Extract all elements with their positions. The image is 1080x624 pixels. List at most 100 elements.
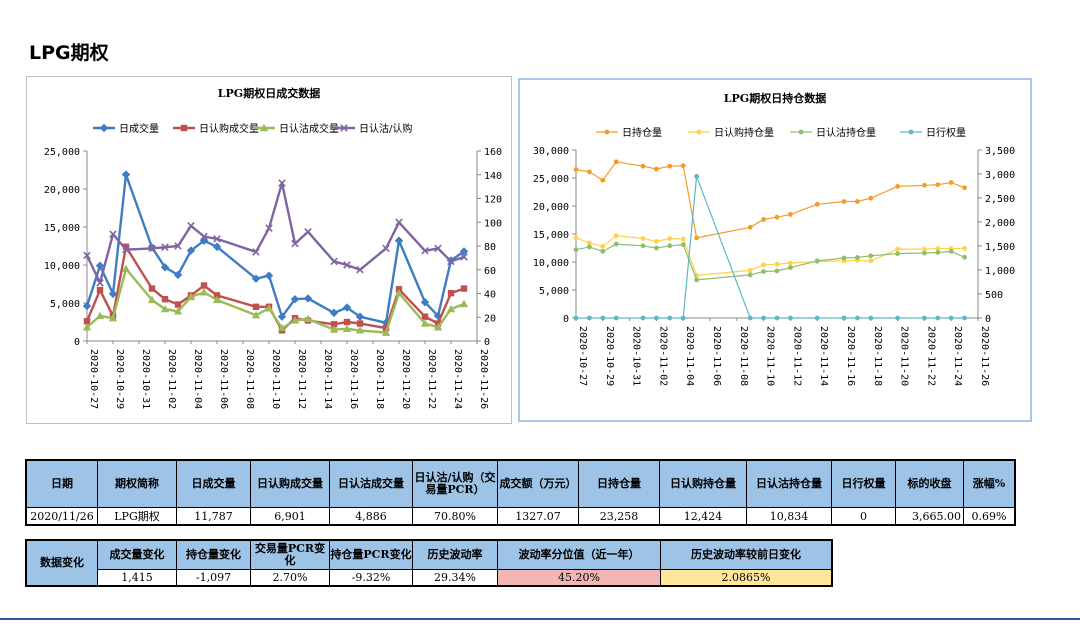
- header-volume-pcr: 日认沽/认购（交易量PCR）: [412, 459, 498, 508]
- data-point: [251, 310, 261, 319]
- daily-open-interest-chart-panel: LPG期权日持仓数据 0 5,000 10,000 15,000 20,000 25,000…: [518, 78, 1032, 422]
- data-point: [788, 265, 793, 270]
- data-point: [814, 201, 820, 207]
- data-point: [667, 236, 673, 241]
- data-point: [587, 244, 592, 250]
- y-right-tick-label: 160: [484, 147, 502, 158]
- x-tick-label: 2020-11-24: [452, 349, 463, 409]
- bottom-divider: [0, 618, 1080, 620]
- data-point: [446, 304, 456, 313]
- data-point: [447, 257, 455, 266]
- data-point: [747, 268, 753, 273]
- data-point: [640, 243, 646, 249]
- data-point: [774, 268, 780, 274]
- data-point: [922, 182, 927, 188]
- cell-underlying-close: 3,665.00: [895, 507, 964, 526]
- header-hist-vol-change: 历史波动率较前日变化: [660, 539, 833, 570]
- data-point: [459, 299, 469, 308]
- data-point: [774, 214, 780, 220]
- data-point: [613, 315, 619, 321]
- data-point: [108, 314, 118, 322]
- data-point: [174, 242, 182, 250]
- data-point: [600, 243, 606, 249]
- data-point: [121, 264, 131, 272]
- header-volume-pcr-change: 交易量PCR变化: [250, 539, 330, 570]
- data-point: [252, 303, 260, 310]
- x-tick-label: 2020-10-27: [88, 349, 99, 409]
- data-point: [573, 247, 579, 253]
- y-left-tick-label: 15,000: [44, 223, 80, 234]
- y-left-tick-label: 10,000: [44, 261, 80, 272]
- x-tick-label: 2020-11-12: [791, 326, 802, 386]
- y-right-tick-label: 100: [484, 218, 502, 229]
- series-line-3: [575, 243, 965, 281]
- data-point: [962, 246, 967, 251]
- data-point: [935, 315, 941, 321]
- cell-volume-change: 1,415: [97, 569, 177, 587]
- data-point: [95, 261, 105, 270]
- data-point: [841, 199, 847, 204]
- header-put-oi: 日认沽持仓量: [746, 459, 832, 508]
- data-point: [447, 289, 455, 297]
- data-point: [343, 261, 351, 269]
- legend-label: 日成交量: [119, 122, 159, 135]
- legend-marker: [340, 124, 348, 132]
- legend-marker: [259, 123, 269, 132]
- data-point: [640, 236, 646, 241]
- daily-summary-table: 日期 期权简称 日成交量 日认购成交量 日认沽成交量 日认沽/认购（交易量PCR…: [25, 459, 1016, 526]
- data-point: [962, 254, 967, 260]
- data-point: [774, 261, 780, 267]
- daily-volume-chart-panel: LPG期权日成交数据 0 5,000 10,000 15,000 20,000 25,000…: [26, 76, 512, 424]
- data-point: [200, 282, 208, 289]
- data-point: [680, 315, 686, 321]
- data-point: [788, 315, 793, 321]
- data-point: [355, 326, 365, 334]
- chart-title: LPG期权日持仓数据: [724, 91, 826, 105]
- data-point: [199, 288, 209, 296]
- header-turnover: 成交额（万元）: [497, 459, 579, 508]
- x-tick-label: 2020-11-10: [270, 349, 281, 409]
- y-right-tick-label: 0: [484, 337, 490, 348]
- data-point: [252, 248, 260, 256]
- x-tick-label: 2020-11-16: [845, 326, 856, 386]
- y-right-tick-label: 40: [484, 290, 496, 301]
- cell-turnover: 1327.07: [497, 507, 579, 526]
- data-point: [122, 245, 130, 254]
- data-point: [303, 314, 313, 323]
- data-point: [694, 174, 699, 179]
- data-point: [841, 315, 847, 321]
- data-point: [761, 269, 766, 274]
- header-date: 日期: [25, 459, 98, 508]
- y-left-tick-label: 20,000: [533, 202, 569, 213]
- table-row: 2020/11/26 LPG期权 11,787 6,901 4,886 70.8…: [25, 507, 1016, 526]
- y-right-tick-label: 1,500: [985, 242, 1015, 253]
- cell-daily-volume: 11,787: [176, 507, 251, 526]
- x-tick-label: 2020-11-16: [348, 349, 359, 409]
- data-point: [587, 315, 592, 321]
- cell-date: 2020/11/26: [25, 507, 98, 526]
- x-tick-label: 2020-10-29: [114, 349, 125, 409]
- cell-open-interest: 23,258: [578, 507, 660, 526]
- y-right-tick-label: 60: [484, 266, 496, 277]
- cell-hist-vol-change: 2.0865%: [660, 569, 833, 587]
- data-point: [212, 295, 222, 304]
- data-point: [573, 315, 579, 321]
- header-hist-vol: 历史波动率: [412, 539, 498, 570]
- legend-label: 日认沽成交量: [279, 122, 339, 135]
- legend-marker: [604, 129, 610, 135]
- data-point: [434, 244, 442, 253]
- cell-oi-change: -1,097: [176, 569, 251, 587]
- data-point: [278, 179, 286, 187]
- data-point: [613, 159, 619, 165]
- x-tick-label: 2020-10-31: [140, 349, 151, 409]
- cell-call-oi: 12,424: [659, 507, 747, 526]
- data-point: [855, 199, 860, 204]
- x-tick-label: 2020-11-26: [979, 326, 990, 386]
- data-point: [667, 243, 673, 249]
- daily-volume-chart: LPG期权日成交数据 0 5,000 10,000 15,000 20,000 25,000…: [44, 86, 502, 409]
- header-call-oi: 日认购持仓量: [659, 459, 747, 508]
- data-point: [460, 285, 468, 292]
- y-right-tick-label: 0: [985, 314, 991, 325]
- data-point: [761, 262, 766, 268]
- data-point: [895, 315, 900, 321]
